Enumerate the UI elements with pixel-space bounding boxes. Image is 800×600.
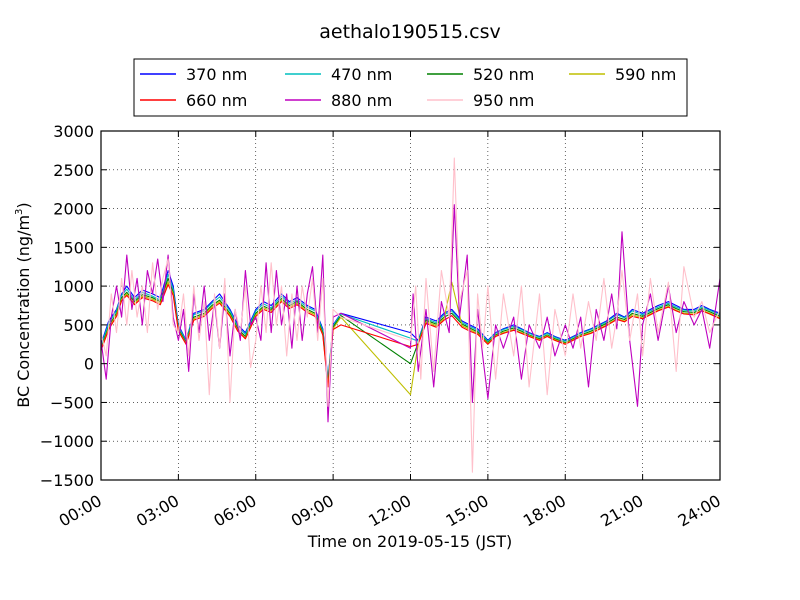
y-axis-label-main: BC Concentration (ng/m <box>14 215 33 408</box>
y-tick-label: 500 <box>63 316 94 335</box>
legend-box <box>133 58 688 117</box>
legend-label: 660 nm <box>186 91 247 110</box>
legend-label: 950 nm <box>473 91 534 110</box>
y-tick-label: −1000 <box>40 432 94 451</box>
y-tick-label: 0 <box>84 355 94 374</box>
y-axis-label-close: ) <box>14 202 33 208</box>
data-series <box>100 157 721 473</box>
y-axis-label-superscript: 3 <box>14 209 25 215</box>
series-line-950-nm <box>100 157 721 473</box>
series-line-660-nm <box>100 284 721 388</box>
series-line-880-nm <box>100 204 721 423</box>
legend-entries: 370 nm 470 nm 520 nm 590 nm 660 nm 880 nm 950 … <box>140 65 676 110</box>
series-line-370-nm <box>100 270 721 380</box>
y-tick-label: −500 <box>50 393 94 412</box>
y-tick-label: 1500 <box>53 238 94 257</box>
y-axis-label: BC Concentration (ng/m3) <box>14 202 33 407</box>
y-tick-label: −1500 <box>40 471 94 490</box>
y-tick-label: 1000 <box>53 277 94 296</box>
y-tick-label: 3000 <box>53 122 94 141</box>
legend-label: 370 nm <box>186 65 247 84</box>
series-line-470-nm <box>100 273 721 382</box>
x-axis-label: Time on 2019-05-15 (JST) <box>307 532 512 551</box>
legend-label: 590 nm <box>615 65 676 84</box>
y-tick-label: 2500 <box>53 161 94 180</box>
chart-title: aethalo190515.csv <box>319 21 501 43</box>
legend: 370 nm 470 nm 520 nm 590 nm 660 nm 880 nm 950 … <box>133 58 688 117</box>
series-line-520-nm <box>100 277 721 384</box>
legend-label: 880 nm <box>331 91 392 110</box>
legend-label: 470 nm <box>331 65 392 84</box>
y-tick-label: 2000 <box>53 200 94 219</box>
legend-label: 520 nm <box>473 65 534 84</box>
